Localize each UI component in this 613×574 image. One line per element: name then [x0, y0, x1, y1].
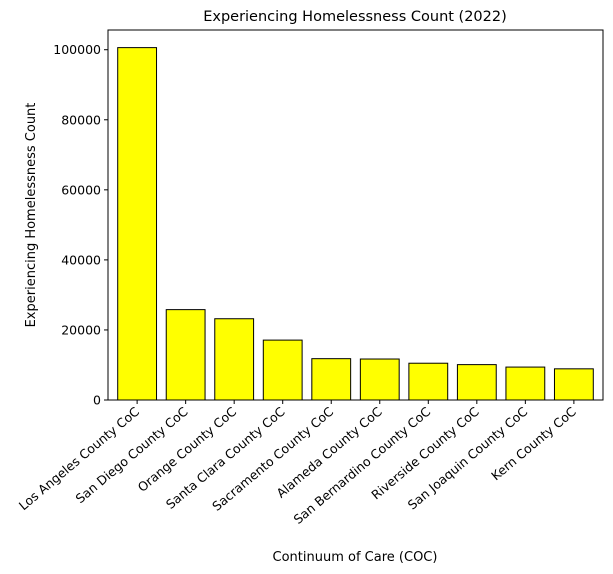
bar-1: [165, 309, 206, 401]
bar-9: [553, 368, 594, 401]
bar-2: [214, 318, 255, 401]
y-tick-label-4: 80000: [61, 112, 101, 127]
bar-7: [456, 364, 497, 401]
bar-4: [311, 358, 352, 401]
y-tick-label-2: 40000: [61, 252, 101, 267]
bar-8: [505, 366, 546, 401]
x-tick-label-9: Kern County CoC: [488, 404, 579, 484]
y-tick-label-3: 60000: [61, 182, 101, 197]
x-axis-label: Continuum of Care (COC): [273, 550, 438, 565]
y-axis-ticks: 0 20000 40000 60000 80000 100000: [53, 42, 108, 408]
bar-5: [359, 358, 400, 401]
bar-6: [408, 362, 449, 401]
chart-title: Experiencing Homelessness Count (2022): [203, 9, 507, 25]
y-tick-label-1: 20000: [61, 322, 101, 337]
y-axis-label: Experiencing Homelessness Count: [24, 103, 39, 328]
bar-0: [117, 47, 158, 401]
bars-group: [117, 47, 594, 401]
y-tick-label-5: 100000: [53, 42, 101, 57]
bar-3: [262, 339, 303, 401]
y-tick-label-0: 0: [93, 393, 101, 408]
